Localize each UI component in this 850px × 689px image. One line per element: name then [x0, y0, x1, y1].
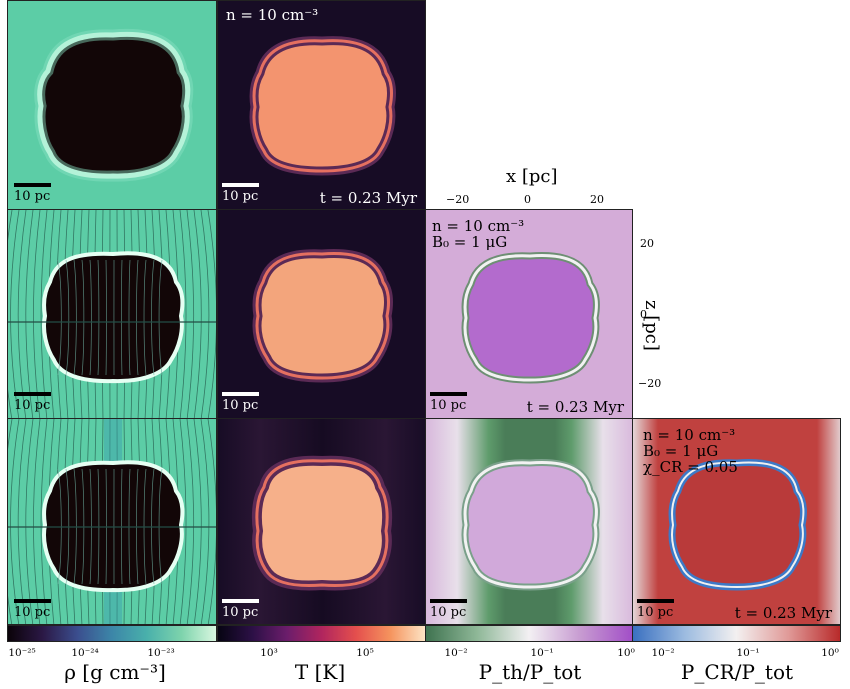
- z-tick: 20: [640, 237, 654, 250]
- field-line: [8, 419, 13, 624]
- colorbar-tick: 10⁻²⁵: [8, 647, 36, 659]
- x-tick: 0: [524, 193, 531, 206]
- field-line: [207, 419, 216, 624]
- field-line: [136, 259, 139, 376]
- temperature-panel-top: n = 10 cm⁻³ t = 0.23 Myr 10 pc: [217, 0, 426, 210]
- scale-bar-label: 10 pc: [430, 398, 467, 413]
- density-panel-top: 10 pc: [7, 0, 217, 210]
- colorbar-tick: 10⁻²: [444, 647, 468, 659]
- pcr-map-bottom: [633, 419, 840, 624]
- density-map-bottom: [8, 419, 216, 624]
- colorbar-tick: 10⁻²³: [147, 647, 175, 659]
- field-line: [65, 259, 70, 376]
- temperature-map-top: [218, 1, 425, 209]
- colorbar-tick: 10⁻¹: [736, 647, 760, 659]
- colorbar-tick: 10⁻¹: [530, 647, 554, 659]
- scale-bar-label: 10 pc: [430, 605, 467, 620]
- pcr-colorbar-label: P_CR/P_tot: [680, 660, 794, 684]
- field-line: [200, 210, 210, 418]
- field-line: [57, 259, 62, 376]
- chi-label: χ_CR = 0.05: [643, 458, 738, 476]
- pth-colorbar-label: P_th/P_tot: [478, 660, 582, 684]
- field-line: [193, 210, 202, 418]
- field-line: [186, 419, 195, 624]
- field-line: [8, 210, 13, 418]
- temperature-panel-bottom: 10 pc: [217, 418, 426, 625]
- field-line: [200, 419, 210, 624]
- field-line: [207, 210, 216, 418]
- x-tick: −20: [446, 193, 470, 206]
- pcr-panel-bottom: n = 10 cm⁻³ B₀ = 1 μG χ_CR = 0.05 t = 0.…: [632, 418, 841, 625]
- density-label: n = 10 cm⁻³: [226, 6, 319, 24]
- field-line: [193, 419, 202, 624]
- colorbar-tick: 10³: [260, 647, 278, 659]
- z-tick: 0: [640, 308, 647, 321]
- density-colorbar-label: ρ [g cm⁻³]: [64, 660, 166, 684]
- temperature-panel-middle: 10 pc: [217, 209, 426, 419]
- temperature-map-middle: [218, 210, 425, 418]
- z-axis-label: z [pc]: [641, 300, 662, 351]
- colorbar-tick: 10⁵: [356, 647, 374, 659]
- temperature-colorbar-label: T [K]: [294, 660, 346, 684]
- density-map-middle: [8, 210, 216, 418]
- pth-panel-bottom: 10 pc: [425, 418, 633, 625]
- x-tick: 20: [590, 193, 604, 206]
- time-label: t = 0.23 Myr: [319, 189, 417, 207]
- field-line: [158, 259, 163, 376]
- field-line: [73, 259, 77, 376]
- colorbar-tick: 10⁻²: [651, 647, 675, 659]
- pcr-colorbar: [632, 625, 841, 642]
- scale-bar-label: 10 pc: [222, 398, 259, 413]
- scale-bar-label: 10 pc: [14, 189, 51, 204]
- scale-bar: [222, 183, 259, 187]
- scale-bar: [14, 183, 51, 187]
- scale-bar: [430, 392, 467, 396]
- colorbar-tick: 10⁻²⁴: [71, 647, 99, 659]
- temperature-colorbar: [217, 625, 426, 642]
- field-line: [128, 259, 131, 376]
- z-tick: −20: [638, 377, 662, 390]
- field-line: [97, 259, 100, 376]
- scale-bar: [430, 599, 467, 603]
- pth-panel-middle: n = 10 cm⁻³ B₀ = 1 μG t = 0.23 Myr 10 pc: [425, 209, 633, 419]
- x-axis-label: x [pc]: [506, 166, 558, 187]
- scale-bar: [14, 392, 51, 396]
- scale-bar: [637, 599, 674, 603]
- scale-bar: [222, 392, 259, 396]
- scale-bar-label: 10 pc: [14, 398, 51, 413]
- field-label: B₀ = 1 μG: [432, 233, 508, 251]
- scale-bar-label: 10 pc: [222, 605, 259, 620]
- density-panel-middle: 10 pc: [7, 209, 217, 419]
- field-line: [89, 259, 92, 376]
- field-line: [121, 259, 123, 376]
- time-label: t = 0.23 Myr: [734, 604, 832, 622]
- field-label: B₀ = 1 μG: [643, 442, 719, 460]
- field-line: [179, 419, 187, 624]
- density-panel-bottom: 10 pc: [7, 418, 217, 625]
- field-line: [143, 259, 147, 376]
- density-map-top: [8, 1, 216, 209]
- scale-bar: [222, 599, 259, 603]
- field-line: [151, 259, 155, 376]
- scale-bar-label: 10 pc: [637, 605, 674, 620]
- pth-colorbar: [425, 625, 633, 642]
- scale-bar-label: 10 pc: [222, 189, 259, 204]
- density-label: n = 10 cm⁻³: [432, 217, 525, 235]
- colorbar-tick: 10⁰: [821, 647, 839, 659]
- field-line: [81, 259, 85, 376]
- field-line: [186, 210, 195, 418]
- field-line: [179, 210, 187, 418]
- scale-bar: [14, 599, 51, 603]
- density-label: n = 10 cm⁻³: [643, 426, 736, 444]
- density-colorbar: [7, 625, 217, 642]
- pth-map-bottom: [426, 419, 632, 624]
- temperature-map-bottom: [218, 419, 425, 624]
- colorbar-tick: 10⁰: [617, 647, 635, 659]
- scale-bar-label: 10 pc: [14, 605, 51, 620]
- pth-map-middle: [426, 210, 632, 418]
- time-label: t = 0.23 Myr: [526, 398, 624, 416]
